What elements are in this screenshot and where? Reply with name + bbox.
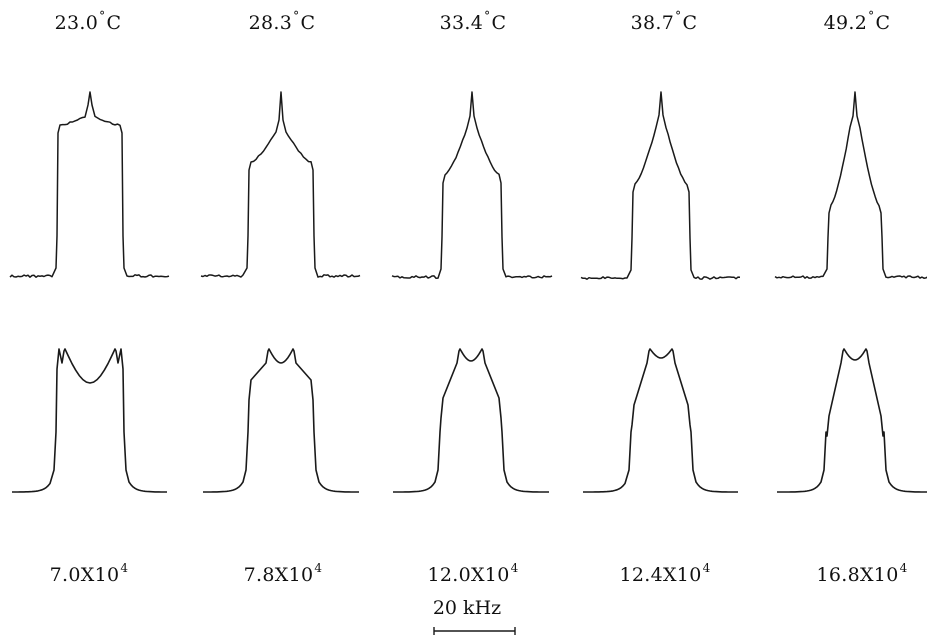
rate-label-2: 7.8X104 [218, 561, 348, 586]
rate-value: 12.0X10 [427, 564, 510, 586]
rate-exponent: 4 [510, 561, 519, 575]
temperature-unit: C [875, 12, 891, 34]
rate-value: 7.8X10 [243, 564, 314, 586]
experimental-spectra-row [9, 91, 927, 280]
temperature-unit: C [106, 12, 122, 34]
experimental-spectrum-4 [580, 91, 741, 280]
experimental-spectrum-3 [391, 91, 553, 279]
experimental-spectrum-2 [200, 91, 361, 278]
rate-label-4: 12.4X104 [600, 561, 730, 586]
rate-label-3: 12.0X104 [408, 561, 538, 586]
simulated-spectrum-3 [393, 348, 549, 493]
rate-exponent: 4 [120, 561, 129, 575]
rate-value: 7.0X10 [49, 564, 120, 586]
temperature-label-5: 49.2°C [797, 9, 917, 34]
temperature-value: 28.3 [248, 12, 293, 34]
temperature-label-3: 33.4°C [413, 9, 533, 34]
simulated-spectrum-5 [777, 348, 927, 493]
rate-value: 12.4X10 [619, 564, 702, 586]
experimental-spectrum-5 [774, 91, 927, 279]
temperature-value: 23.0 [54, 12, 99, 34]
degree-symbol: ° [484, 9, 491, 23]
simulated-spectrum-1 [12, 348, 167, 493]
temperature-label-1: 23.0°C [28, 9, 148, 34]
simulated-spectra-row [12, 348, 927, 493]
temperature-unit: C [491, 12, 507, 34]
degree-symbol: ° [675, 9, 682, 23]
degree-symbol: ° [293, 9, 300, 23]
simulated-spectrum-2 [203, 348, 359, 493]
temperature-value: 38.7 [630, 12, 675, 34]
simulated-spectrum-4 [583, 348, 738, 493]
temperature-value: 33.4 [439, 12, 484, 34]
temperature-label-2: 28.3°C [222, 9, 342, 34]
temperature-unit: C [682, 12, 698, 34]
temperature-unit: C [300, 12, 316, 34]
rate-exponent: 4 [899, 561, 908, 575]
degree-symbol: ° [99, 9, 106, 23]
experimental-spectrum-1 [9, 91, 170, 278]
rate-exponent: 4 [702, 561, 711, 575]
rate-label-5: 16.8X104 [797, 561, 927, 586]
rate-value: 16.8X10 [816, 564, 899, 586]
degree-symbol: ° [868, 9, 875, 23]
rate-exponent: 4 [314, 561, 323, 575]
temperature-label-4: 38.7°C [604, 9, 724, 34]
scale-bar [433, 627, 516, 635]
temperature-value: 49.2 [823, 12, 868, 34]
rate-label-1: 7.0X104 [24, 561, 154, 586]
scale-bar-label: 20 kHz [432, 597, 502, 619]
